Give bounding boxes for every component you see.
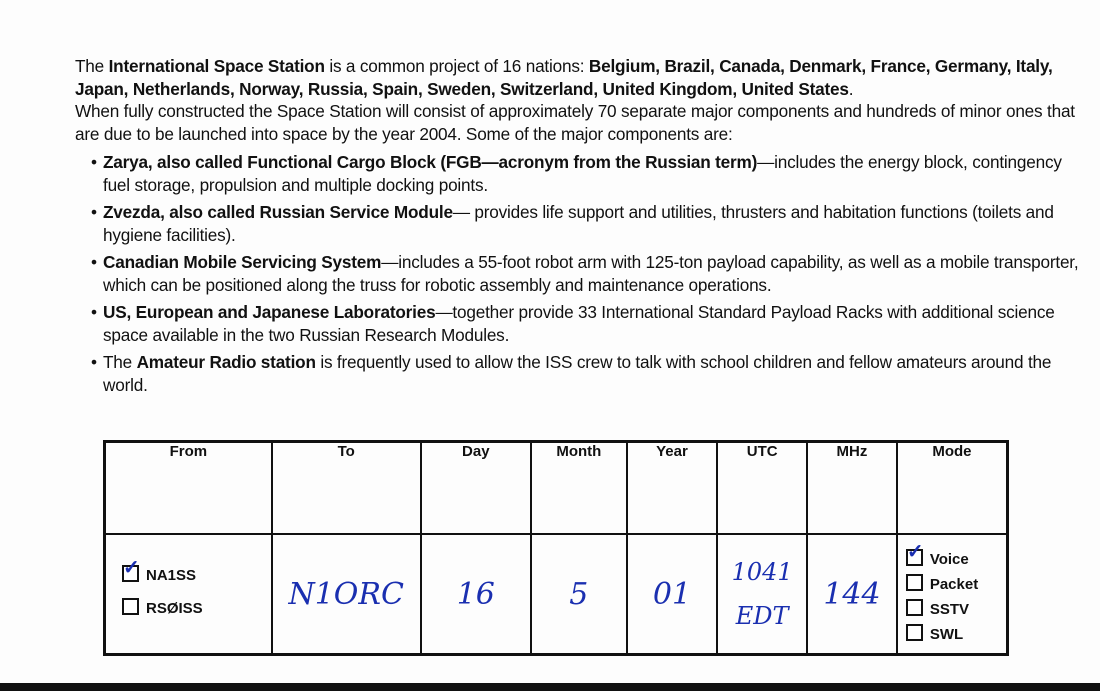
qso-log-table: From To Day Month Year UTC MHz Mode NA1S… bbox=[103, 440, 1009, 656]
table-row: NA1SS RSØISS N1ORC 16 5 01 1041 EDT 144 V… bbox=[103, 533, 1009, 656]
option-label: SWL bbox=[929, 626, 964, 643]
utc-value[interactable]: 1041 EDT bbox=[716, 533, 809, 656]
from-option-na1ss[interactable]: NA1SS bbox=[122, 555, 271, 584]
component-name: US, European and Japanese Laboratories bbox=[103, 302, 436, 322]
component-desc: —includes the energy block, contingency … bbox=[103, 152, 1062, 195]
option-label: Voice bbox=[929, 551, 969, 568]
list-item: • Zvezda, also called Russian Service Mod… bbox=[91, 202, 1054, 245]
utc-zone: EDT bbox=[735, 602, 789, 630]
card-text: The International Space Station is a com… bbox=[75, 55, 1085, 401]
iss-name: International Space Station bbox=[108, 56, 325, 76]
header-mode: Mode bbox=[895, 440, 1009, 535]
intro-paragraph: The International Space Station is a com… bbox=[75, 55, 1085, 100]
component-name: Zarya, also called Functional Cargo Bloc… bbox=[103, 152, 758, 172]
mode-option-packet[interactable]: Packet bbox=[905, 574, 1006, 593]
header-mhz: MHz bbox=[806, 440, 898, 535]
checkbox-icon[interactable] bbox=[905, 624, 923, 641]
component-name: Amateur Radio station bbox=[136, 352, 316, 372]
mhz-value[interactable]: 144 bbox=[806, 533, 898, 656]
header-to: To bbox=[270, 440, 422, 535]
header-day: Day bbox=[419, 440, 533, 535]
checkbox-icon[interactable] bbox=[905, 599, 923, 616]
list-item: • Zarya, also called Functional Cargo Blo… bbox=[91, 152, 1062, 195]
component-desc: —includes a 55-foot robot arm with 125-t… bbox=[103, 252, 1079, 295]
components-list: • Zarya, also called Functional Cargo Blo… bbox=[75, 151, 1085, 396]
from-cell: NA1SS RSØISS bbox=[103, 533, 273, 656]
checkbox-checked-icon[interactable] bbox=[122, 555, 140, 582]
mode-option-swl[interactable]: SWL bbox=[905, 624, 1006, 643]
checkbox-icon[interactable] bbox=[905, 574, 923, 591]
header-year: Year bbox=[625, 440, 719, 535]
header-utc: UTC bbox=[716, 440, 809, 535]
utc-time: 1041 bbox=[731, 558, 793, 586]
components-paragraph: When fully constructed the Space Station… bbox=[75, 101, 1075, 144]
component-desc: — provides life support and utilities, t… bbox=[103, 202, 1054, 245]
nations-list: Belgium, Brazil, Canada, Denmark, France… bbox=[75, 56, 1053, 99]
from-option-rs0iss[interactable]: RSØISS bbox=[122, 598, 271, 617]
day-value[interactable]: 16 bbox=[419, 533, 533, 656]
header-month: Month bbox=[530, 440, 628, 535]
mode-option-voice[interactable]: Voice bbox=[905, 539, 1006, 568]
scan-edge bbox=[0, 683, 1100, 691]
option-label: Packet bbox=[929, 576, 979, 593]
intro-text: . bbox=[848, 78, 854, 99]
component-name: Zvezda, also called Russian Service Modu… bbox=[103, 202, 453, 222]
option-label: RSØISS bbox=[146, 600, 203, 617]
to-callsign[interactable]: N1ORC bbox=[270, 533, 422, 656]
option-label: NA1SS bbox=[146, 567, 197, 584]
intro-text: The bbox=[75, 56, 109, 76]
month-value[interactable]: 5 bbox=[530, 533, 628, 656]
year-value[interactable]: 01 bbox=[625, 533, 719, 656]
header-from: From bbox=[103, 440, 273, 535]
list-item: • US, European and Japanese Laboratories—… bbox=[91, 302, 1055, 345]
component-desc: The bbox=[103, 352, 137, 372]
checkbox-icon[interactable] bbox=[122, 598, 139, 615]
mode-option-sstv[interactable]: SSTV bbox=[905, 599, 1006, 618]
header-row: From To Day Month Year UTC MHz Mode bbox=[103, 440, 1009, 535]
mode-cell: Voice Packet SSTV SWL bbox=[895, 533, 1009, 656]
option-label: SSTV bbox=[929, 601, 970, 618]
component-desc: is frequently used to allow the ISS crew… bbox=[103, 352, 1052, 395]
intro-text: is a common project of 16 nations: bbox=[324, 56, 589, 76]
list-item: • Canadian Mobile Servicing System—includ… bbox=[91, 252, 1079, 295]
checkbox-checked-icon[interactable] bbox=[905, 539, 924, 566]
component-name: Canadian Mobile Servicing System bbox=[103, 252, 382, 272]
component-desc: —together provide 33 International Stand… bbox=[103, 302, 1055, 345]
list-item: • The Amateur Radio station is frequently… bbox=[91, 352, 1052, 395]
